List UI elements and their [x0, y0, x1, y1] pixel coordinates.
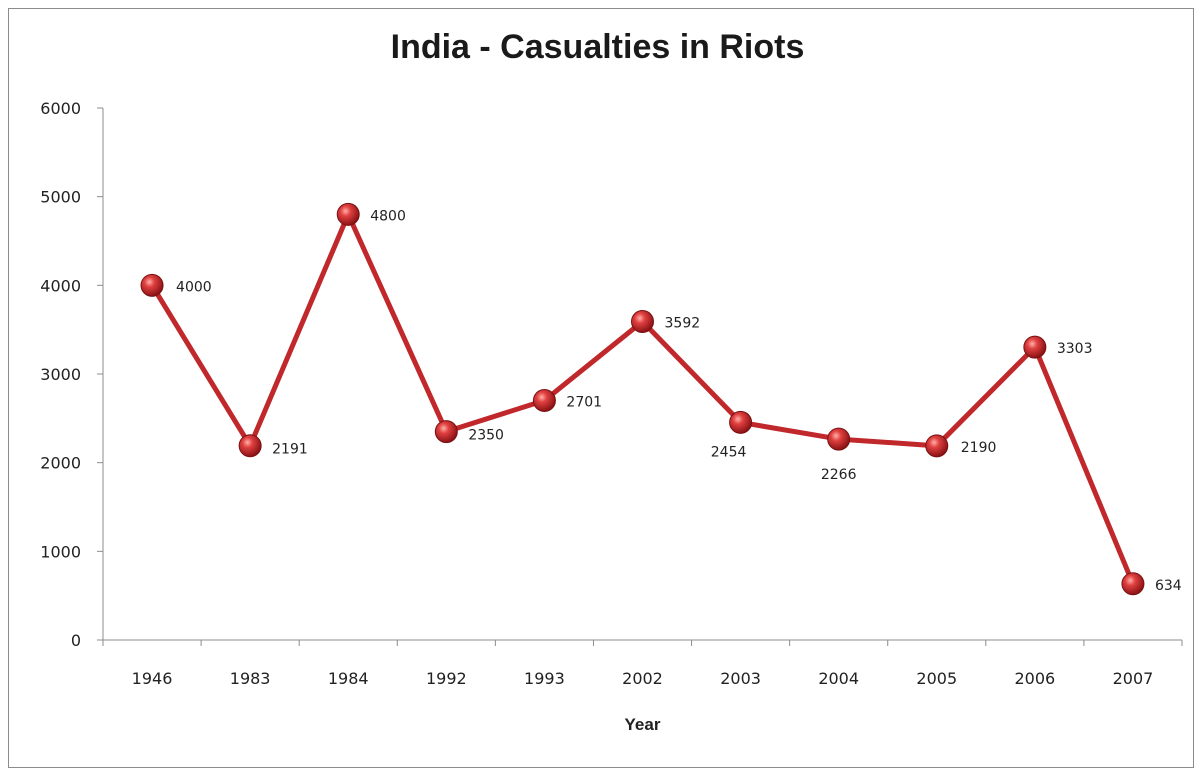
y-tick-label: 4000 — [40, 276, 81, 295]
data-label: 2190 — [961, 440, 997, 456]
x-tick-label: 2004 — [818, 669, 859, 688]
x-tick-label: 2006 — [1015, 669, 1056, 688]
x-tick-label: 1983 — [230, 669, 271, 688]
data-label: 2191 — [272, 442, 308, 458]
x-tick-label: 2003 — [720, 669, 761, 688]
x-tick-label: 2007 — [1113, 669, 1154, 688]
data-label: 634 — [1155, 578, 1182, 594]
data-point — [434, 420, 458, 444]
data-point — [925, 434, 949, 458]
data-point — [1023, 335, 1047, 359]
axes: 0 1000 2000 3000 4000 5000 6000 1946 1983 1984 199… — [40, 99, 1183, 688]
y-tick-label: 2000 — [40, 454, 81, 473]
data-label: 2266 — [821, 467, 857, 483]
data-point — [631, 310, 654, 334]
y-tick-label: 0 — [71, 631, 81, 650]
y-tick-label: 6000 — [40, 99, 81, 118]
y-tick-label: 5000 — [40, 188, 81, 207]
series-line — [149, 211, 1136, 587]
data-label: 3303 — [1057, 341, 1093, 357]
data-label: 4800 — [370, 208, 406, 224]
data-point — [729, 410, 753, 434]
data-point — [140, 273, 164, 297]
series-group — [140, 202, 1145, 596]
data-label: 3592 — [665, 316, 701, 332]
x-tick-label: 2005 — [916, 669, 957, 688]
x-tick-label: 1993 — [524, 669, 565, 688]
data-label: 2454 — [711, 444, 747, 460]
x-axis-title: Year — [625, 715, 661, 734]
y-tick-label: 3000 — [40, 365, 81, 384]
data-label: 4000 — [176, 279, 212, 295]
data-point — [827, 427, 851, 451]
x-tick-label: 2002 — [622, 669, 663, 688]
x-tick-label: 1946 — [132, 669, 173, 688]
data-point — [336, 202, 360, 226]
data-labels-group: 4000 2191 4800 2350 2701 3592 2454 2266 2190 3303… — [176, 208, 1182, 593]
x-tick-label: 1992 — [426, 669, 467, 688]
data-label: 2350 — [468, 428, 504, 444]
chart-title: India - Casualties in Riots — [390, 28, 805, 66]
data-point — [238, 434, 262, 458]
data-label: 2701 — [566, 395, 602, 411]
y-tick-label: 1000 — [40, 542, 81, 561]
data-point — [532, 389, 556, 413]
x-tick-label: 1984 — [328, 669, 369, 688]
data-point — [1121, 572, 1145, 596]
